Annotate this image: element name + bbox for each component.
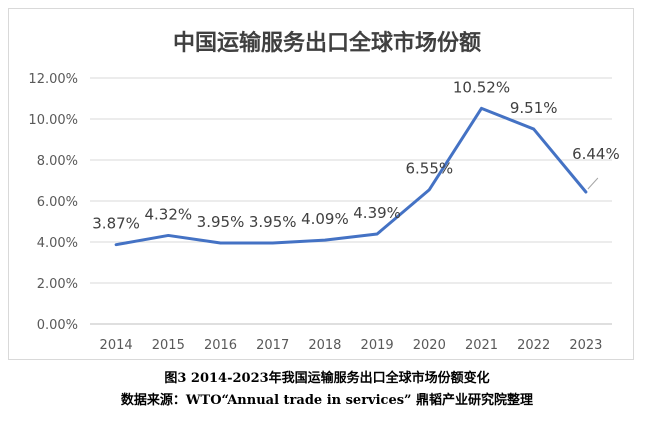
x-tick-label: 2016 (204, 338, 237, 353)
data-label: 3.87% (92, 215, 140, 233)
x-tick-label: 2015 (152, 338, 185, 353)
series-line-group (114, 106, 588, 247)
x-tick-label: 2018 (308, 338, 341, 353)
x-tick-label: 2022 (517, 338, 550, 353)
y-tick-label: 10.00% (28, 113, 78, 128)
x-tick-label: 2020 (413, 338, 446, 353)
y-tick-label: 8.00% (37, 154, 78, 169)
data-label-leader-line (587, 177, 599, 190)
x-axis-tick-labels: 2014 2015 2016 2017 2018 2019 2020 2021 2022 2023 (100, 338, 603, 353)
x-tick-label: 2014 (100, 338, 133, 353)
x-tick-label: 2023 (569, 338, 602, 353)
data-label: 3.95% (197, 213, 245, 231)
y-tick-label: 6.00% (37, 195, 78, 210)
data-label: 9.51% (510, 99, 558, 117)
x-tick-label: 2021 (465, 338, 498, 353)
chart-title: 中国运输服务出口全球市场份额 (173, 30, 481, 56)
line-chart: 中国运输服务出口全球市场份额 0.00% 2.00% 4.00% 6.00% 8.00%… (28, 30, 619, 353)
data-label: 3.95% (249, 213, 297, 231)
x-tick-label: 2017 (256, 338, 289, 353)
source-caption: 数据来源：WTO“Annual trade in services” 鼎韬产业研… (120, 393, 534, 408)
chart-frame (8, 8, 634, 360)
y-tick-label: 4.00% (37, 236, 78, 251)
data-label: 4.09% (301, 210, 349, 228)
series-line (114, 106, 588, 247)
data-label: 10.52% (453, 78, 510, 96)
data-label: 4.32% (144, 205, 192, 223)
y-tick-label: 2.00% (37, 277, 78, 292)
data-labels: 3.87%4.32% 3.95% 3.95% 4.09% 4.39%6.55%10.52… (92, 78, 619, 232)
y-axis-tick-labels: 0.00% 2.00% 4.00% 6.00% 8.00% 10.00% 12.00% (28, 72, 78, 333)
y-tick-label: 0.00% (37, 318, 78, 333)
y-tick-label: 12.00% (28, 72, 78, 87)
figure-caption: 图3 2014-2023年我国运输服务出口全球市场份额变化 (164, 371, 490, 386)
x-tick-label: 2019 (361, 338, 394, 353)
gridlines (90, 77, 612, 325)
data-label: 6.55% (405, 160, 453, 178)
data-label: 6.44% (572, 145, 620, 163)
data-label: 4.39% (353, 204, 401, 222)
